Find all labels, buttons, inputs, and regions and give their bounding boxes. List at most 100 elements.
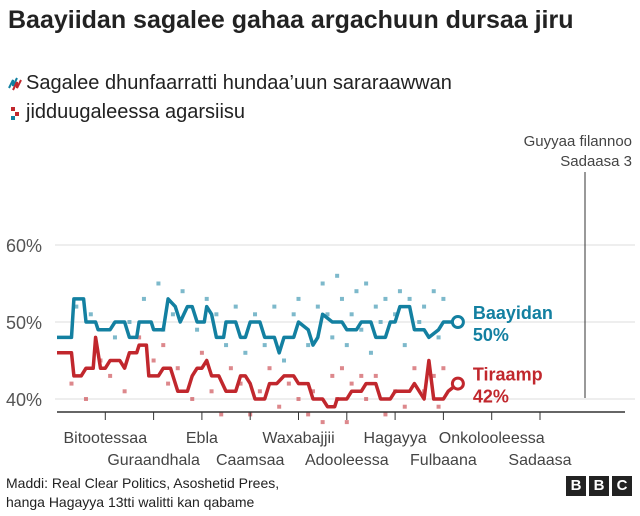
biden-average-line bbox=[57, 297, 458, 355]
biden-poll-dot bbox=[262, 343, 267, 348]
trump-poll-dot bbox=[436, 404, 441, 409]
biden-poll-dot bbox=[320, 281, 325, 286]
biden-poll-dot bbox=[354, 289, 359, 294]
biden-value-label: 50% bbox=[473, 325, 509, 345]
election-day-label-line1: Guyyaa filannoo bbox=[524, 133, 632, 150]
trump-poll-dot bbox=[267, 366, 272, 371]
trump-poll-dot bbox=[257, 389, 262, 394]
biden-poll-dot bbox=[282, 358, 287, 363]
trump-poll-dot bbox=[339, 366, 344, 371]
biden-poll-dot bbox=[441, 296, 446, 301]
y-tick-label: 40% bbox=[6, 390, 42, 410]
trump-poll-dot bbox=[441, 366, 446, 371]
trump-poll-dot bbox=[122, 389, 127, 394]
biden-poll-dot bbox=[436, 335, 441, 340]
source-note: Maddi: Real Clear Politics, Asoshetid Pr… bbox=[6, 474, 279, 512]
biden-poll-dot bbox=[383, 296, 388, 301]
biden-poll-dot bbox=[156, 281, 161, 286]
bbc-logo: B B C bbox=[566, 476, 632, 496]
legend-dot-entry: jidduugaleessa agarsiisu bbox=[8, 101, 245, 124]
x-tick-label: Hagayya bbox=[364, 430, 427, 447]
biden-poll-dot bbox=[402, 343, 407, 348]
biden-poll-dot bbox=[325, 312, 330, 317]
trump-poll-dot bbox=[199, 350, 204, 355]
y-tick-label: 60% bbox=[6, 236, 42, 256]
biden-poll-dot bbox=[170, 312, 175, 317]
biden-poll-dot bbox=[359, 327, 364, 332]
biden-poll-dot bbox=[233, 304, 238, 309]
biden-poll-dot bbox=[88, 312, 93, 317]
trump-value-label: 42% bbox=[473, 387, 509, 407]
biden-poll-dot bbox=[393, 312, 398, 317]
biden-poll-dot bbox=[74, 304, 79, 309]
trump-poll-dot bbox=[330, 373, 335, 378]
biden-poll-dot bbox=[306, 343, 311, 348]
biden-poll-dot bbox=[344, 343, 349, 348]
biden-poll-dot bbox=[204, 296, 209, 301]
x-tick-label: Caamsaa bbox=[216, 452, 285, 469]
trump-poll-dot bbox=[344, 420, 349, 425]
chart-title: Baayiidan sagalee gahaa argachuun dursaa… bbox=[8, 6, 574, 34]
biden-end-marker bbox=[450, 315, 465, 329]
biden-poll-dot bbox=[224, 343, 229, 348]
trump-poll-dot bbox=[286, 381, 291, 386]
trump-poll-dot bbox=[175, 366, 180, 371]
x-tick-label: Sadaasa bbox=[508, 452, 571, 469]
trump-poll-dot bbox=[161, 343, 166, 348]
biden-poll-dot bbox=[378, 320, 383, 324]
biden-poll-dot bbox=[112, 335, 117, 340]
trump-poll-dot bbox=[190, 397, 195, 401]
trump-poll-dot bbox=[310, 389, 315, 394]
biden-poll-dot bbox=[243, 350, 248, 355]
biden-poll-dot bbox=[397, 289, 402, 294]
trump-poll-dot bbox=[238, 381, 243, 386]
trump-poll-dot bbox=[137, 335, 142, 340]
biden-poll-dot bbox=[364, 281, 369, 286]
x-tick-label: Waxabajjii bbox=[262, 430, 334, 447]
trump-poll-dot bbox=[349, 381, 354, 386]
trump-poll-dot bbox=[306, 412, 311, 417]
x-tick-label: Guraandhala bbox=[107, 452, 200, 469]
biden-poll-dot bbox=[368, 350, 373, 355]
biden-poll-dot bbox=[339, 296, 344, 301]
biden-name-label: Baayidan bbox=[473, 303, 553, 323]
trump-poll-dot bbox=[383, 412, 388, 417]
biden-poll-dot bbox=[272, 304, 277, 309]
trump-poll-dot bbox=[228, 366, 233, 371]
bbc-logo-letter-2: B bbox=[589, 476, 609, 496]
biden-poll-dot bbox=[296, 296, 301, 301]
trump-poll-dot bbox=[320, 420, 325, 425]
election-day-label-line2: Sadaasa 3 bbox=[560, 153, 632, 170]
trump-poll-dot bbox=[364, 397, 369, 401]
x-tick-label: Bitootessaa bbox=[63, 430, 147, 447]
biden-poll-dot bbox=[291, 312, 296, 317]
biden-poll-dot bbox=[253, 312, 258, 317]
biden-poll-dot bbox=[422, 304, 427, 309]
y-tick-label: 50% bbox=[6, 313, 42, 333]
trump-average-line bbox=[57, 335, 459, 409]
footer: Maddi: Real Clear Politics, Asoshetid Pr… bbox=[0, 470, 640, 516]
trump-poll-dot bbox=[219, 412, 224, 417]
trump-poll-dot bbox=[296, 397, 301, 401]
trump-poll-dot bbox=[431, 373, 436, 378]
biden-poll-dot bbox=[407, 296, 412, 301]
source-line-2: hanga Hagayya 13tti walitti kan qabame bbox=[6, 494, 255, 510]
biden-poll-dot bbox=[214, 312, 219, 317]
x-tick-label: Adooleessa bbox=[305, 452, 389, 469]
trump-poll-dot bbox=[412, 366, 417, 371]
trump-poll-dot bbox=[69, 381, 74, 386]
trump-end-marker bbox=[450, 376, 465, 391]
poll-chart: 40% 50% 60% Bitootessaa Guraandhala Ebla Caams… bbox=[6, 133, 635, 469]
biden-poll-dot bbox=[417, 320, 422, 324]
trump-poll-dot bbox=[373, 373, 378, 378]
biden-poll-dot bbox=[315, 304, 320, 309]
bbc-logo-letter-1: B bbox=[566, 476, 586, 496]
legend-dot-label: jidduugaleessa agarsiisu bbox=[26, 101, 246, 123]
biden-poll-dot bbox=[180, 289, 185, 294]
biden-poll-dot bbox=[373, 304, 378, 309]
trump-poll-dot bbox=[83, 397, 88, 401]
trump-poll-dot bbox=[151, 358, 156, 363]
x-tick-label: Fulbaana bbox=[410, 452, 477, 469]
trump-poll-dot bbox=[166, 381, 171, 386]
zigzag-line-icon bbox=[8, 74, 22, 94]
